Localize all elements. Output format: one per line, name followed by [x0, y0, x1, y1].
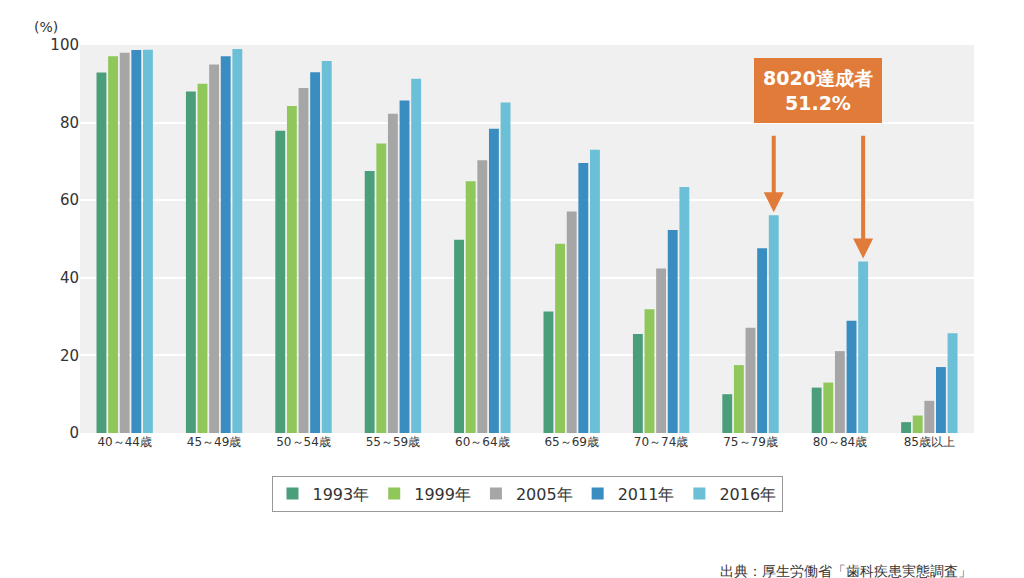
- svg-text:45～49歳: 45～49歳: [187, 435, 242, 449]
- svg-text:65～69歳: 65～69歳: [544, 435, 599, 449]
- svg-text:100: 100: [50, 36, 79, 54]
- svg-text:85歳以上: 85歳以上: [904, 435, 955, 449]
- svg-text:50～54歳: 50～54歳: [276, 435, 331, 449]
- svg-text:40: 40: [60, 269, 79, 287]
- svg-text:80～84歳: 80～84歳: [813, 435, 868, 449]
- svg-text:2005年: 2005年: [516, 485, 573, 504]
- svg-text:60～64歳: 60～64歳: [455, 435, 510, 449]
- svg-text:20: 20: [60, 347, 79, 365]
- svg-text:2016年: 2016年: [719, 485, 776, 504]
- svg-text:80: 80: [60, 114, 79, 132]
- svg-text:75～79歳: 75～79歳: [723, 435, 778, 449]
- svg-text:0: 0: [69, 424, 79, 442]
- svg-text:55～59歳: 55～59歳: [366, 435, 421, 449]
- svg-text:2011年: 2011年: [618, 485, 675, 504]
- svg-text:60: 60: [60, 191, 79, 209]
- svg-text:1999年: 1999年: [414, 485, 471, 504]
- svg-text:40～44歳: 40～44歳: [97, 435, 152, 449]
- svg-text:出典：厚生労働省「歯科疾患実態調査」: 出典：厚生労働省「歯科疾患実態調査」: [720, 563, 972, 578]
- svg-text:70～74歳: 70～74歳: [634, 435, 689, 449]
- svg-text:1993年: 1993年: [313, 485, 370, 504]
- svg-text:8020達成者51.2%: 8020達成者51.2%: [763, 67, 873, 114]
- svg-text:(%): (%): [34, 19, 58, 35]
